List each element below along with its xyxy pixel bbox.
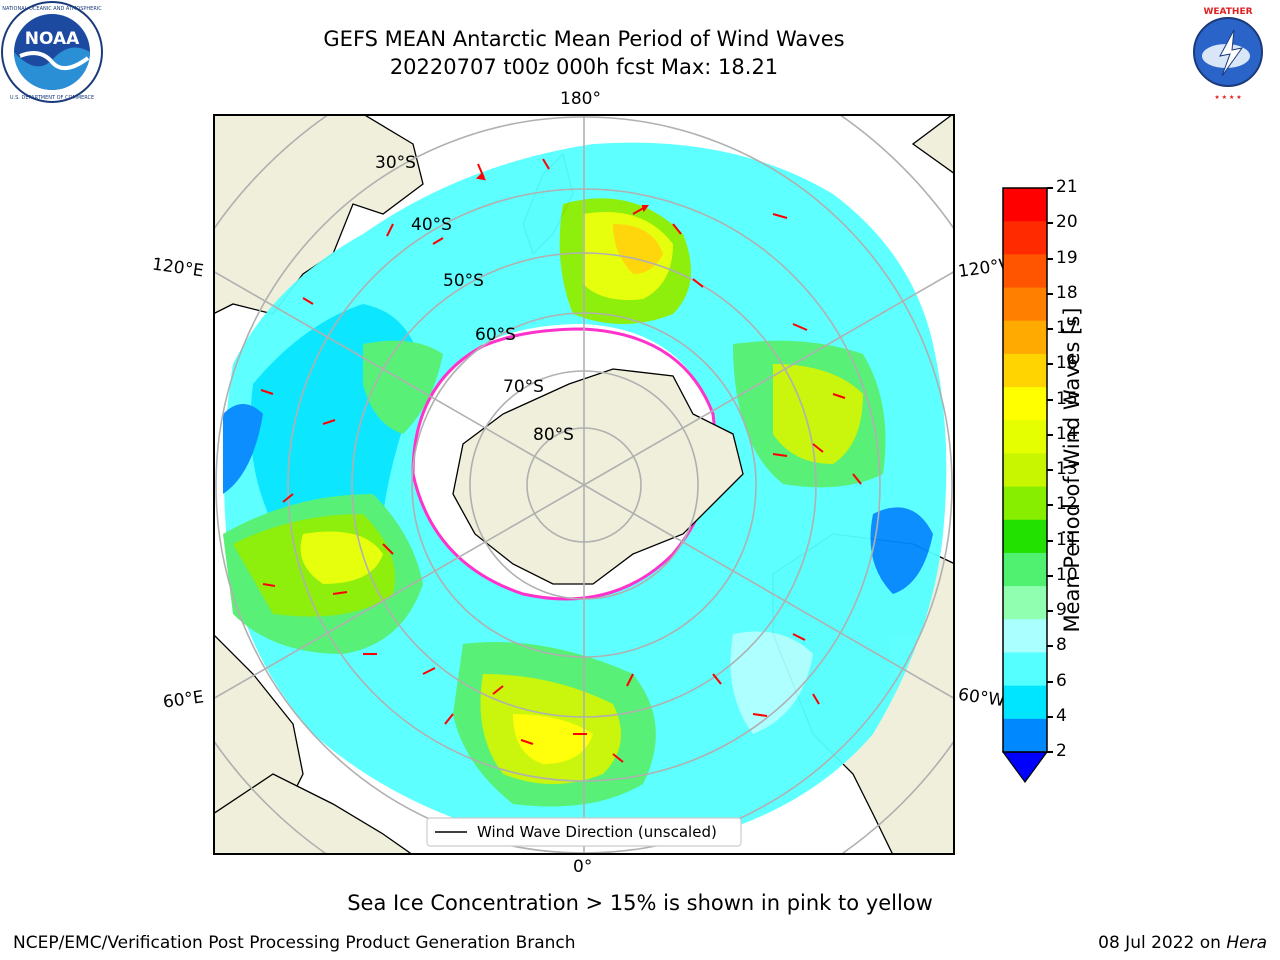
colorbar-tick-label: 15 (1056, 388, 1078, 409)
lat-label-70s: 70°S (503, 377, 544, 397)
colorbar-tick-mark (1047, 574, 1053, 577)
colorbar-tick-mark (1047, 504, 1053, 507)
svg-text:U.S. DEPARTMENT OF COMMERCE: U.S. DEPARTMENT OF COMMERCE (10, 95, 94, 101)
colorbar-band (1003, 420, 1047, 454)
colorbar-tick-label: 2 (1056, 741, 1067, 761)
map-subtitle: 20220707 t00z 000h fcst Max: 18.21 (389, 55, 779, 79)
colorbar-band (1003, 254, 1047, 289)
colorbar-tick-label: 21 (1056, 177, 1078, 197)
colorbar-tick-label: 20 (1056, 212, 1078, 233)
colorbar-tick-mark (1047, 292, 1053, 295)
colorbar-tick-label: 17 (1056, 318, 1078, 338)
colorbar-tick-label: 4 (1056, 705, 1067, 726)
lat-label-30s: 30°S (375, 153, 416, 173)
colorbar-tick-mark (1047, 187, 1053, 189)
svg-text:WEATHER: WEATHER (1203, 7, 1252, 17)
colorbar-band (1003, 188, 1047, 222)
colorbar-band (1003, 453, 1047, 488)
colorbar-tick-mark (1047, 645, 1053, 648)
colorbar-tick-mark (1047, 222, 1053, 225)
colorbar-tick-mark (1047, 257, 1053, 260)
colorbar-tick-mark (1047, 539, 1053, 542)
lon-label-0: 0° (573, 857, 593, 877)
map-legend: Wind Wave Direction (unscaled) (426, 817, 742, 847)
colorbar-label: Mean Period of Wind Waves [s] (1060, 307, 1084, 633)
africa-south-land (214, 773, 413, 854)
colorbar-band (1003, 221, 1047, 255)
australia-land (214, 115, 424, 315)
colorbar-band (1003, 652, 1047, 687)
legend-label: Wind Wave Direction (unscaled) (477, 823, 717, 841)
lat-label-40s: 40°S (411, 215, 452, 235)
noaa-logo-icon: NOAA U.S. DEPARTMENT OF COMMERCE NATIONA… (1, 1, 103, 103)
misc-land (911, 115, 954, 175)
colorbar-tick-label: 10 (1056, 564, 1078, 585)
svg-text:★ ★ ★ ★: ★ ★ ★ ★ (1214, 94, 1241, 101)
svg-text:NATIONAL OCEANIC AND ATMOSPHER: NATIONAL OCEANIC AND ATMOSPHERIC (2, 6, 102, 12)
noaa-logo-text: NOAA (25, 29, 80, 49)
colorbar-band (1003, 519, 1047, 554)
colorbar-band (1003, 353, 1047, 388)
colorbar-tick-mark (1047, 680, 1053, 683)
colorbar-band (1003, 619, 1047, 653)
colorbar-band (1003, 552, 1047, 587)
colorbar-tick-mark (1047, 328, 1053, 330)
colorbar-band (1003, 287, 1047, 322)
colorbar-tick-mark (1047, 751, 1053, 753)
lon-label-180: 180° (560, 89, 601, 109)
lon-label-120e: 120°E (150, 254, 205, 282)
lat-label-50s: 50°S (443, 271, 484, 291)
credit-text: NCEP/EMC/Verification Post Processing Pr… (13, 933, 576, 953)
colorbar-tick-mark (1047, 715, 1053, 718)
colorbar-tick-label: 14 (1056, 423, 1078, 444)
polar-map: 30°S 40°S 50°S 60°S 70°S 80°S (213, 114, 955, 855)
colorbar-bands (1003, 188, 1047, 753)
colorbar-tick-label: 6 (1056, 670, 1067, 691)
date-text: 08 Jul 2022 on Hera (1098, 933, 1267, 953)
wave-period-field (223, 142, 947, 845)
date-value: 08 Jul 2022 on (1098, 933, 1227, 953)
colorbar-band (1003, 320, 1047, 355)
colorbar-extend-arrow (1001, 751, 1049, 784)
colorbar-tick-label: 18 (1056, 282, 1078, 303)
colorbar-band (1003, 718, 1047, 753)
nws-logo-icon: WEATHER ★ ★ ★ ★ (1178, 2, 1278, 102)
colorbar-tick-label: 8 (1056, 635, 1067, 656)
colorbar-band (1003, 586, 1047, 620)
machine-name: Hera (1226, 933, 1267, 953)
colorbar-tick-mark (1047, 398, 1053, 401)
colorbar (1001, 187, 1049, 784)
colorbar-tick-label: 9 (1056, 600, 1067, 620)
colorbar-tick-mark (1047, 363, 1053, 366)
colorbar-band (1003, 486, 1047, 521)
colorbar-band (1003, 685, 1047, 720)
sea-ice-note: Sea Ice Concentration > 15% is shown in … (347, 891, 933, 915)
colorbar-tick-label: 19 (1056, 247, 1078, 268)
colorbar-tick-mark (1047, 469, 1053, 471)
lat-label-80s: 80°S (533, 425, 574, 445)
colorbar-tick-label: 11 (1056, 529, 1078, 550)
colorbar-tick-label: 13 (1056, 459, 1078, 479)
lon-label-60w: 60°W (956, 684, 1007, 712)
wave-direction-arrows (260, 158, 862, 763)
colorbar-tick-mark (1047, 433, 1053, 436)
lat-label-60s: 60°S (475, 325, 516, 345)
lon-label-60e: 60°E (161, 687, 206, 713)
colorbar-tick-label: 12 (1056, 494, 1078, 515)
colorbar-tick-mark (1047, 610, 1053, 612)
map-title: GEFS MEAN Antarctic Mean Period of Wind … (323, 27, 845, 51)
colorbar-band (1003, 387, 1047, 421)
colorbar-tick-label: 16 (1056, 353, 1078, 374)
map-frame (213, 114, 955, 855)
